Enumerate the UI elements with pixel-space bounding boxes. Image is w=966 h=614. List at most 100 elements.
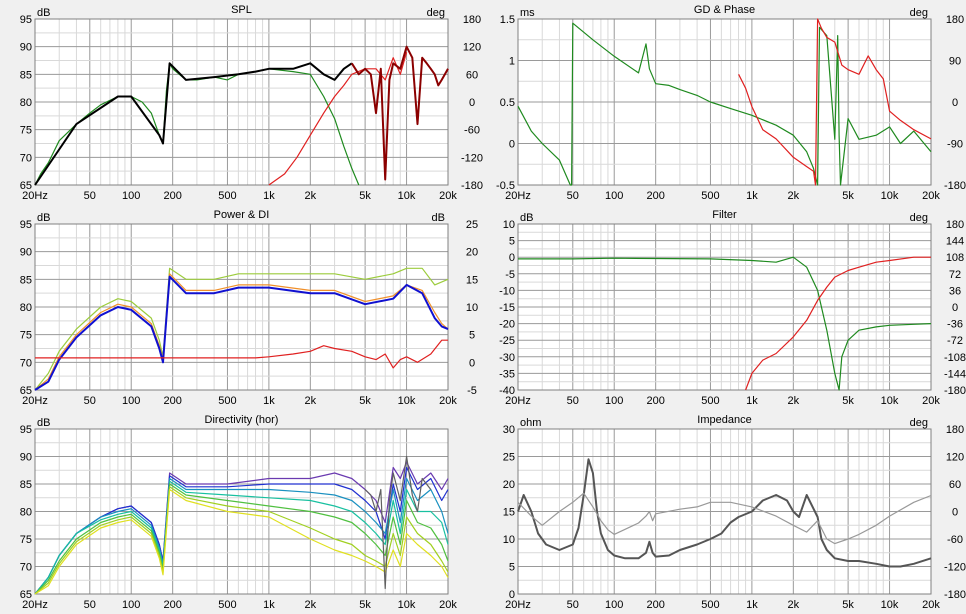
x-tick-label: 10k (398, 395, 416, 407)
y-tick-label: 15 (503, 507, 515, 519)
y-tick-label: 90 (20, 247, 32, 259)
series-line-180- (364, 455, 432, 590)
x-tick-label: 2k (788, 395, 800, 407)
y2-tick-label: -120 (461, 152, 483, 164)
series-line-75- (34, 486, 449, 595)
y-tick-label: 65 (20, 180, 32, 192)
y-tick-label: -30 (499, 352, 515, 364)
x-tick-label: 50 (567, 190, 579, 202)
y-tick-label: 5 (509, 236, 515, 248)
x-tick-label: 20Hz (22, 190, 48, 202)
y2-tick-label: -108 (944, 352, 966, 364)
power-di-chart: Power & DIdB95908580757065dB2520151050-5… (20, 209, 478, 407)
x-tick-label: 100 (605, 190, 623, 202)
y2-tick-label: 0 (469, 97, 475, 109)
y-tick-label: 75 (20, 330, 32, 342)
y2-tick-label: 0 (952, 97, 958, 109)
y-tick-label: 80 (20, 97, 32, 109)
y-tick-label: 1 (509, 56, 515, 68)
y-tick-label: 75 (20, 534, 32, 546)
y2-tick-label: -72 (947, 335, 963, 347)
x-tick-label: 2k (305, 395, 317, 407)
x-tick-label: 20k (439, 190, 457, 202)
y-tick-label: 0 (509, 589, 515, 601)
y2-tick-label: -36 (947, 319, 963, 331)
plot-frame (34, 223, 449, 391)
y2-tick-label: 120 (946, 452, 964, 464)
left-axis-unit: dB (520, 212, 533, 224)
x-tick-label: 50 (84, 190, 96, 202)
y-tick-label: 0 (509, 139, 515, 151)
x-tick-label: 50 (567, 599, 579, 611)
x-tick-label: 500 (218, 599, 236, 611)
left-axis-unit: dB (37, 417, 50, 429)
x-tick-label: 2k (788, 190, 800, 202)
x-tick-label: 200 (163, 395, 181, 407)
gd-phase-chart: GD & Phase ms 1.5 1 0.5 0 -0.5 deg 180 90 0 -90 -180… (496, 4, 966, 202)
series-line-phase (517, 492, 932, 545)
x-tick-label: 500 (218, 395, 236, 407)
y2-tick-label: 5 (469, 330, 475, 342)
x-tick-label: 5k (842, 190, 854, 202)
y-tick-label: 70 (20, 562, 32, 574)
y-tick-label: 95 (20, 14, 32, 26)
chart-title: SPL (231, 4, 252, 16)
y2-tick-label: 0 (469, 357, 475, 369)
x-tick-label: 200 (163, 599, 181, 611)
y-tick-label: 80 (20, 302, 32, 314)
x-tick-label: 5k (359, 190, 371, 202)
y-tick-label: 90 (20, 42, 32, 54)
y-tick-label: 85 (20, 69, 32, 81)
y-tick-label: -35 (499, 368, 515, 380)
y-tick-label: -5 (505, 269, 515, 281)
right-axis-unit: deg (910, 212, 928, 224)
x-tick-label: 10k (881, 395, 899, 407)
chart-title: Directivity (hor) (205, 414, 279, 426)
x-tick-label: 1k (746, 190, 758, 202)
y2-tick-label: -90 (947, 139, 963, 151)
y-tick-label: 25 (503, 452, 515, 464)
chart-title: Filter (712, 209, 737, 221)
y2-tick-label: -120 (944, 562, 966, 574)
filter-chart: FilterdB1050-5-10-15-20-25-30-35-40deg18… (499, 209, 966, 407)
y2-tick-label: -144 (944, 368, 966, 380)
x-tick-label: 10k (398, 599, 416, 611)
y2-tick-label: 180 (463, 14, 481, 26)
y2-tick-label: 36 (949, 285, 961, 297)
series-line-45- (34, 480, 449, 595)
x-tick-label: 200 (163, 190, 181, 202)
series-line-90- (34, 488, 449, 595)
y2-tick-label: 144 (946, 236, 964, 248)
y-tick-label: 5 (509, 562, 515, 574)
y-tick-label: -20 (499, 319, 515, 331)
x-tick-label: 500 (701, 599, 719, 611)
series-line-early-reflections (34, 275, 449, 391)
x-tick-label: 20Hz (22, 395, 48, 407)
series-line-listening-window (34, 267, 449, 391)
x-tick-label: 20Hz (505, 190, 531, 202)
left-axis-unit: ms (520, 7, 535, 19)
x-tick-label: 5k (359, 395, 371, 407)
x-tick-label: 200 (646, 599, 664, 611)
x-tick-label: 50 (84, 599, 96, 611)
y-tick-label: -10 (499, 285, 515, 297)
y2-tick-label: 0 (952, 507, 958, 519)
x-tick-label: 2k (305, 599, 317, 611)
x-tick-label: 20k (922, 190, 940, 202)
x-tick-label: 100 (605, 395, 623, 407)
y2-tick-label: 20 (466, 247, 478, 259)
y2-tick-label: -180 (944, 180, 966, 192)
x-tick-label: 5k (842, 599, 854, 611)
x-tick-label: 20k (922, 599, 940, 611)
series-line-phase (738, 18, 932, 186)
x-tick-label: 10k (398, 190, 416, 202)
y-tick-label: 65 (20, 589, 32, 601)
series-line-impedance (517, 458, 932, 568)
left-axis-unit: ohm (520, 417, 541, 429)
x-tick-label: 200 (646, 190, 664, 202)
plot-frame (517, 18, 932, 186)
x-tick-label: 100 (122, 190, 140, 202)
series-line-sum-hf (350, 45, 449, 181)
y-tick-label: 75 (20, 125, 32, 137)
